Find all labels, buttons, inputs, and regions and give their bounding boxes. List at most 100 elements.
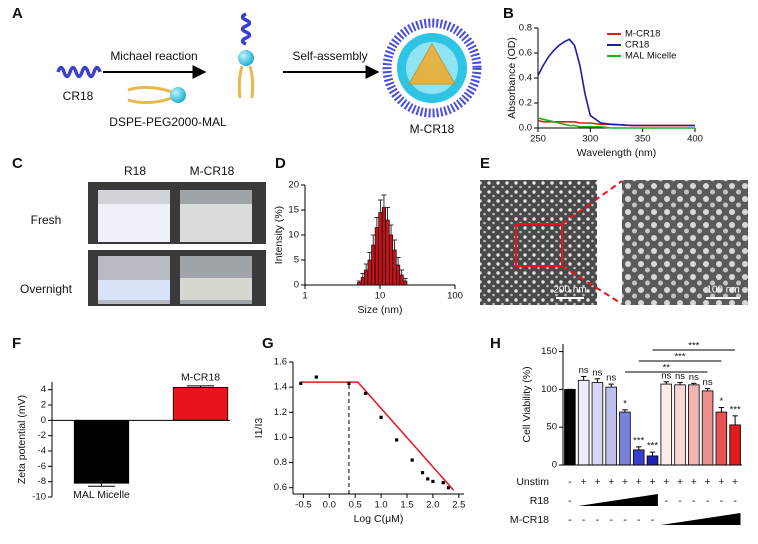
scheme-label: Michael reaction <box>110 49 197 63</box>
x-tick-label: 100 <box>447 291 463 302</box>
vial-liquid <box>180 204 252 242</box>
panel-label: B <box>503 5 514 22</box>
condition-sign: - <box>609 514 613 526</box>
tem-image <box>480 180 597 305</box>
condition-sign: - <box>720 495 724 507</box>
peptide-helix <box>240 12 252 46</box>
condition-sign: + <box>581 476 587 488</box>
bar <box>399 274 404 286</box>
condition-sign: + <box>622 476 628 488</box>
bar <box>381 207 386 286</box>
lipid-tail <box>127 85 173 105</box>
point <box>410 458 414 462</box>
x-tick-label: -0.5 <box>295 500 311 511</box>
y-tick-label: -8 <box>38 476 46 487</box>
condition-sign: - <box>651 514 655 526</box>
scheme-label: DSPE-PEG2000-MAL <box>109 115 227 129</box>
y-tick-label: 150 <box>541 346 557 357</box>
y-tick-label: 0 <box>552 460 557 471</box>
condition-sign: - <box>623 514 627 526</box>
bar <box>396 264 401 286</box>
y-tick-label: 10 <box>288 230 299 241</box>
panel-label: G <box>262 335 274 352</box>
condition-sign: - <box>596 514 600 526</box>
micelle-core <box>408 42 456 85</box>
tem-image <box>622 180 748 305</box>
condition-sign: - <box>733 495 737 507</box>
x-tick-label: 2.0 <box>426 500 439 511</box>
x-tick-label: 1.5 <box>400 500 413 511</box>
condition-sign: + <box>677 476 683 488</box>
y-tick-label: -2 <box>38 430 46 441</box>
condition-label: M-CR18 <box>510 514 549 526</box>
y-tick-label: 0.6 <box>274 482 287 493</box>
mal-head <box>238 50 254 66</box>
fit-line <box>300 381 455 491</box>
x-tick-label: 300 <box>582 134 598 145</box>
y-tick-label: 2 <box>41 400 46 411</box>
condition-sign: + <box>691 476 697 488</box>
photo-row: Fresh <box>31 213 62 227</box>
y-tick-label: 0.2 <box>519 98 532 109</box>
panel-label: A <box>12 5 23 22</box>
significance: ns <box>592 367 602 378</box>
scale-label: 100 nm <box>706 285 739 296</box>
bar-label: MAL Micelle <box>73 489 130 501</box>
legend-label: MAL Micelle <box>625 51 676 62</box>
y-axis-label: Absorbance (OD) <box>506 37 518 119</box>
y-tick-label: 50 <box>546 422 557 433</box>
condition-sign: - <box>637 514 641 526</box>
x-tick-label: 350 <box>635 134 651 145</box>
condition-sign: + <box>594 476 600 488</box>
x-tick-label: 250 <box>530 134 546 145</box>
panel-label: C <box>12 155 23 172</box>
y-tick-label: 0.6 <box>519 48 532 59</box>
y-tick-label: 5 <box>294 255 299 266</box>
x-tick-label: 0.5 <box>349 500 362 511</box>
point <box>299 381 303 385</box>
y-axis-label: I1/I3 <box>253 418 265 439</box>
condition-sign: + <box>636 476 642 488</box>
bar <box>619 411 631 466</box>
significance: *** <box>647 441 658 452</box>
y-tick-label: 20 <box>288 180 299 191</box>
x-axis-label: Log C(μM) <box>354 513 404 525</box>
significance: ns <box>661 370 671 381</box>
y-tick-label: 4 <box>41 384 46 395</box>
x-tick-label: 10 <box>375 291 386 302</box>
bar <box>715 411 728 466</box>
bar <box>385 219 390 286</box>
significance: * <box>623 398 627 409</box>
point <box>446 486 451 490</box>
condition-sign: - <box>665 495 669 507</box>
x-tick-label: 1 <box>302 291 307 302</box>
dose-ramp <box>578 494 658 506</box>
significance: *** <box>633 435 644 446</box>
panel-label: H <box>490 335 501 352</box>
legend-label: CR18 <box>625 40 649 51</box>
mal-head <box>170 87 186 103</box>
condition-label: Unstim <box>516 476 549 488</box>
condition-sign: - <box>678 495 682 507</box>
scheme-label: M-CR18 <box>410 122 455 136</box>
bar <box>367 259 372 286</box>
dose-ramp <box>660 513 741 525</box>
condition-sign: - <box>568 495 572 507</box>
bar-label: M-CR18 <box>181 372 220 384</box>
y-tick-label: 0.8 <box>519 23 532 34</box>
y-tick-label: 0.0 <box>519 123 532 134</box>
photos: R18 M-CR18 Fresh Overnight <box>20 164 266 306</box>
y-tick-label: 1.2 <box>274 407 287 418</box>
condition-sign: - <box>582 514 586 526</box>
point <box>441 481 445 485</box>
scheme: CR18 Michael reaction DSPE-PEG2000-MAL S… <box>56 12 482 136</box>
bar <box>378 212 383 286</box>
point <box>395 438 399 442</box>
scheme-label: CR18 <box>63 89 94 103</box>
bar <box>632 449 645 466</box>
y-axis-label: Zeta potential (mV) <box>16 395 28 484</box>
photo-row: Overnight <box>20 282 73 296</box>
bar <box>605 386 617 466</box>
y-axis-label: Cell Viability (%) <box>521 366 533 442</box>
